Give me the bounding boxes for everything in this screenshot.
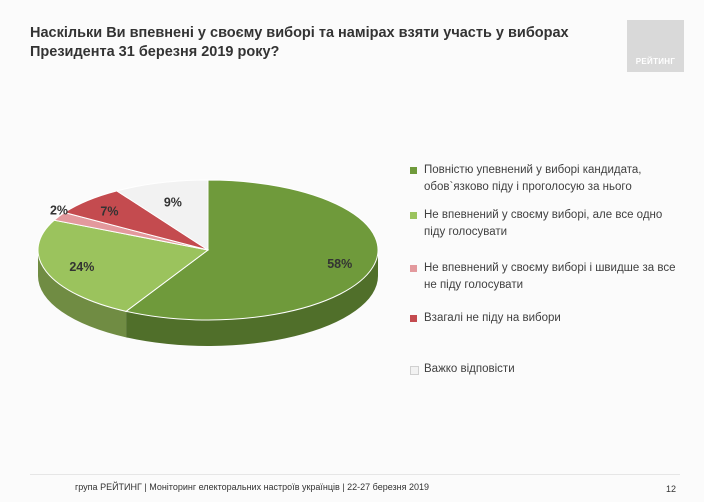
pie-tops xyxy=(37,179,379,321)
legend-label: піду голосувати xyxy=(424,226,508,238)
legend-swatch xyxy=(410,265,417,272)
legend-item-not-confident-will-vote: Не впевнений у своєму виборі, але все од… xyxy=(410,207,680,241)
pie-chart: 58% 24% 2% 7% 9% xyxy=(37,179,379,346)
title-line-1: Наскільки Ви впевнені у своєму виборі та… xyxy=(30,25,569,41)
slide-title: Наскільки Ви впевнені у своєму виборі та… xyxy=(30,24,569,62)
pie-slice-4 xyxy=(115,179,209,251)
pie-value-label-3: 7% xyxy=(100,204,118,218)
brand-logo-label: РЕЙТИНГ xyxy=(635,57,676,66)
pie-side-0 xyxy=(126,250,379,346)
legend-item-fully-confident: Повністю упевнений у виборі кандидата, о… xyxy=(410,162,680,196)
pie-value-label-1: 24% xyxy=(69,260,94,274)
legend-label: обов`язково піду і проголосую за нього xyxy=(424,181,632,193)
legend-label: Важко відповісти xyxy=(424,363,515,375)
brand-logo: РЕЙТИНГ xyxy=(627,20,684,72)
chart-legend: Повністю упевнений у виборі кандидата, о… xyxy=(410,162,680,378)
footer-divider xyxy=(30,474,680,475)
pie-labels: 58% 24% 2% 7% 9% xyxy=(50,195,352,274)
pie-sides xyxy=(38,250,379,346)
legend-swatch xyxy=(410,366,419,375)
legend-swatch xyxy=(410,167,417,174)
title-line-2: Президента 31 березня 2019 року? xyxy=(30,44,280,60)
page-number: 12 xyxy=(666,484,677,494)
legend-item-wont-vote: Взагалі не піду на вибори xyxy=(410,310,680,327)
pie-slice-0 xyxy=(124,179,379,321)
legend-label: Не впевнений у своєму виборі, але все од… xyxy=(424,209,663,221)
pie-slice-1 xyxy=(37,219,210,312)
pie-value-label-0: 58% xyxy=(327,257,352,271)
legend-swatch xyxy=(410,212,417,219)
legend-swatch xyxy=(410,315,417,322)
footer-text: група РЕЙТИНГ | Моніторинг електоральних… xyxy=(75,482,430,492)
legend-label: Не впевнений у своєму виборі і швидше за… xyxy=(424,262,676,274)
legend-label: Повністю упевнений у виборі кандидата, xyxy=(424,164,642,176)
legend-item-hard-to-say: Важко відповісти xyxy=(410,361,680,378)
legend-item-not-confident-wont-vote: Не впевнений у своєму виборі і швидше за… xyxy=(410,260,680,294)
pie-side-1 xyxy=(38,250,127,338)
legend-label: не піду голосувати xyxy=(424,279,524,291)
pie-value-label-2: 2% xyxy=(50,203,68,217)
legend-label: Взагалі не піду на вибори xyxy=(424,312,561,324)
pie-value-label-4: 9% xyxy=(164,195,182,209)
